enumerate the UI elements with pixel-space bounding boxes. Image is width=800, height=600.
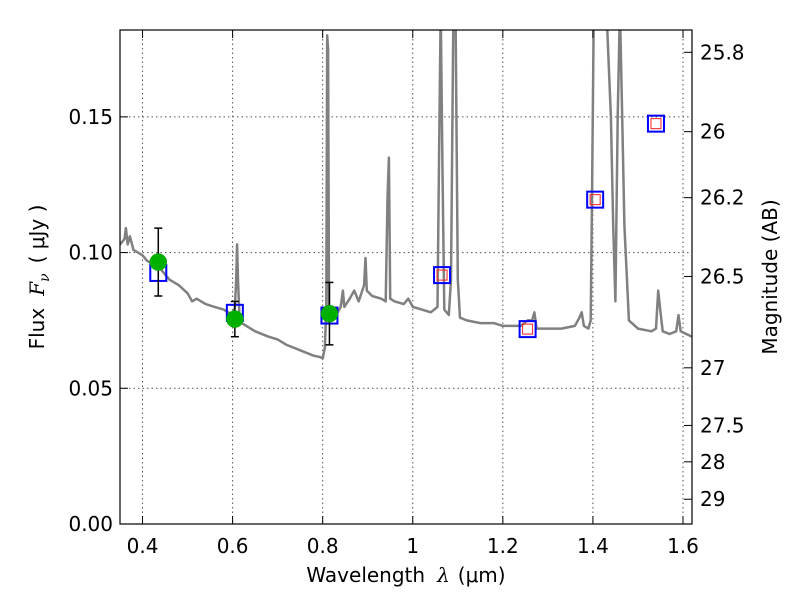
model-spectrum-line [120, 30, 692, 360]
synthetic-photometry-square [589, 194, 601, 206]
x-tick-label: 1.2 [487, 534, 519, 558]
synthetic-photometry-square [650, 118, 662, 130]
x-tick-label: 0.4 [127, 534, 159, 558]
y-axis-title-right: Magnitude (AB) [758, 199, 782, 354]
plot-frame [119, 29, 693, 525]
x-tick-label: 1.6 [667, 534, 699, 558]
x-tick-label: 1 [406, 534, 419, 558]
mag-tick-label: 29 [700, 487, 725, 511]
grid-layer [120, 30, 692, 524]
model-photometry-square [518, 320, 537, 339]
y-axis-title-left: FluxFν( μJy ) [25, 205, 53, 350]
mag-tick-label: 26 [700, 120, 725, 144]
mag-tick-label: 28 [700, 450, 725, 474]
x-tick-label: 1.4 [577, 534, 609, 558]
model-photometry-square [433, 266, 452, 285]
model-photometry-square [586, 190, 605, 209]
y-tick-label: 0.05 [68, 376, 113, 400]
mag-tick-label: 27 [700, 356, 725, 380]
observed-photometry-point [320, 304, 339, 323]
observed-photometry-point [149, 253, 168, 271]
mag-tick-label: 26.2 [700, 186, 745, 210]
mag-tick-label: 26.5 [700, 264, 745, 288]
y-tick-label: 0.10 [68, 241, 113, 265]
y-tick-label: 0.00 [68, 512, 113, 536]
x-tick-label: 0.6 [217, 534, 249, 558]
y-tick-label: 0.15 [68, 105, 113, 129]
synthetic-photometry-square [522, 323, 534, 335]
x-tick-label: 0.8 [307, 534, 339, 558]
plot-layer [120, 30, 692, 360]
x-axis-title: Wavelength λ (μm) [306, 563, 505, 587]
synthetic-photometry-square [436, 269, 448, 281]
model-photometry-square [646, 114, 665, 133]
mag-tick-label: 25.8 [700, 40, 745, 64]
tick-layer: 0.4 0.6 0.8 1 1.2 1.4 1.6 0.00 0.05 0.10 0.15 25.8 2… [68, 30, 745, 558]
mag-tick-label: 27.5 [700, 413, 745, 437]
observed-photometry-point [226, 310, 244, 328]
